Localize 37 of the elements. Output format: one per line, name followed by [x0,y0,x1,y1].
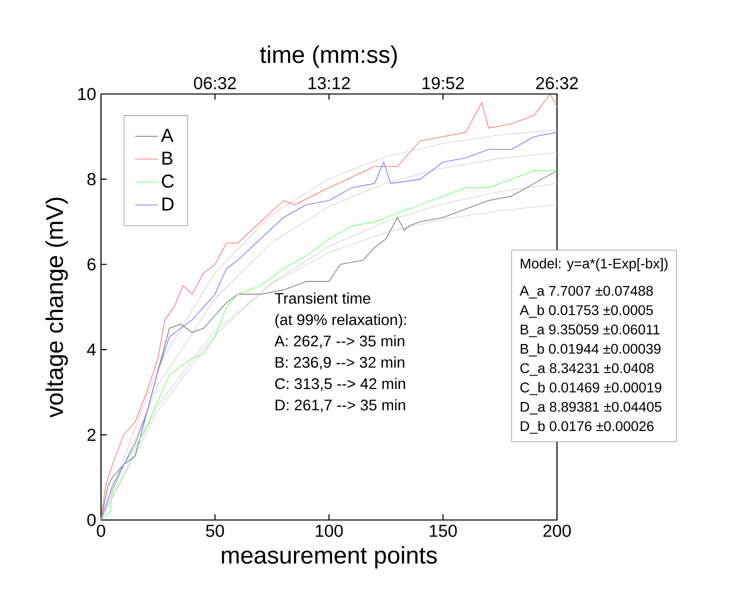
annotation: D_a 8.89381 ±0.04405 [520,402,662,414]
x2-tick-label: 26:32 [536,77,578,90]
annotation: B: 236,9 --> 32 min [276,356,404,370]
y-tick-label: 10 [78,88,96,100]
annotation: D: 261,7 --> 35 min [276,399,406,412]
y-axis-title: voltage change (mV) [45,198,68,418]
annotation: A_b 0.01753 ±0.0005 [520,304,653,318]
legend-label: C [162,174,174,188]
annotation: C_a 8.34231 ±0.0408 [520,363,654,376]
annotation: C: 313,5 --> 42 min [275,378,406,391]
annotation: B_a 9.35059 ±0.06011 [520,324,660,338]
legend-label: A [161,128,174,142]
x-axis-title: measurement points [222,546,437,568]
annotation: B_b 0.01944 ±0.00039 [520,344,661,356]
x-tick-label: 50 [206,524,224,537]
y-tick-label: 6 [88,258,96,271]
y-tick-label: 0 [87,514,96,526]
x2-tick-label: 19:52 [422,77,464,90]
y-tick-label: 8 [87,173,96,186]
x-tick-label: 150 [430,524,457,537]
x-tick-label: 200 [543,524,571,537]
annotation: A_a 7.7007 ±0.07488 [520,286,653,298]
x-tick-label: 0 [96,524,106,537]
x2-tick-label: 13:12 [308,77,350,90]
annotation: Model: y=a*(1-Exp[-bx]) [520,258,668,272]
annotation: C_b 0.01469 ±0.00019 [520,382,662,396]
annotation: (at 99% relaxation): [275,314,406,328]
legend-label: D [162,198,174,210]
y-tick-label: 4 [87,344,96,356]
y-tick-label: 2 [88,428,96,441]
annotation: Transient time [274,292,370,304]
legend-label: B [162,152,172,165]
x2-axis-title: time (mm:ss) [260,45,397,68]
x-tick-label: 100 [316,524,343,537]
annotation: A: 262,7 --> 35 min [274,335,404,348]
x2-tick-label: 06:32 [194,77,236,90]
annotation: D_b 0.0176 ±0.00026 [520,420,654,434]
